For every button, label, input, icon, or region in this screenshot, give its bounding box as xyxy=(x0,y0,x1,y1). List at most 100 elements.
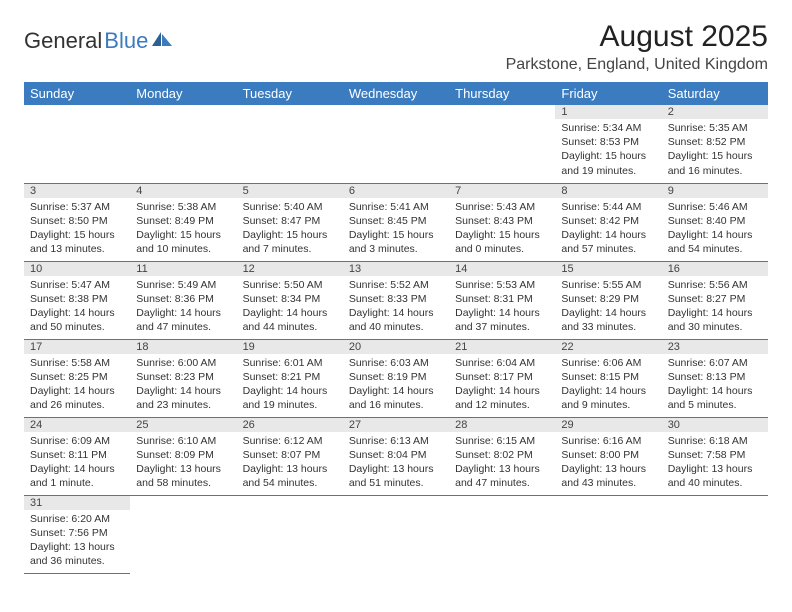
calendar-cell: 10Sunrise: 5:47 AMSunset: 8:38 PMDayligh… xyxy=(24,261,130,339)
day-details: Sunrise: 5:47 AMSunset: 8:38 PMDaylight:… xyxy=(24,276,130,339)
dow-header: Monday xyxy=(130,82,236,105)
day-number: 4 xyxy=(130,184,236,198)
day-details: Sunrise: 5:53 AMSunset: 8:31 PMDaylight:… xyxy=(449,276,555,339)
day-number: 12 xyxy=(237,262,343,276)
day-details: Sunrise: 6:06 AMSunset: 8:15 PMDaylight:… xyxy=(555,354,661,417)
day-number: 31 xyxy=(24,496,130,510)
day-number: 9 xyxy=(662,184,768,198)
day-details: Sunrise: 6:12 AMSunset: 8:07 PMDaylight:… xyxy=(237,432,343,495)
day-number: 13 xyxy=(343,262,449,276)
calendar-cell: 2Sunrise: 5:35 AMSunset: 8:52 PMDaylight… xyxy=(662,105,768,183)
day-number: 21 xyxy=(449,340,555,354)
dow-header: Sunday xyxy=(24,82,130,105)
month-title: August 2025 xyxy=(506,20,768,54)
calendar-cell: 19Sunrise: 6:01 AMSunset: 8:21 PMDayligh… xyxy=(237,339,343,417)
calendar-cell: 27Sunrise: 6:13 AMSunset: 8:04 PMDayligh… xyxy=(343,417,449,495)
calendar-cell: 23Sunrise: 6:07 AMSunset: 8:13 PMDayligh… xyxy=(662,339,768,417)
day-number: 19 xyxy=(237,340,343,354)
calendar-cell: 24Sunrise: 6:09 AMSunset: 8:11 PMDayligh… xyxy=(24,417,130,495)
day-number: 2 xyxy=(662,105,768,119)
day-details: Sunrise: 6:18 AMSunset: 7:58 PMDaylight:… xyxy=(662,432,768,495)
calendar-cell: 7Sunrise: 5:43 AMSunset: 8:43 PMDaylight… xyxy=(449,183,555,261)
day-number: 7 xyxy=(449,184,555,198)
calendar-cell: 18Sunrise: 6:00 AMSunset: 8:23 PMDayligh… xyxy=(130,339,236,417)
calendar-cell xyxy=(449,495,555,573)
day-number: 30 xyxy=(662,418,768,432)
day-details: Sunrise: 6:16 AMSunset: 8:00 PMDaylight:… xyxy=(555,432,661,495)
dow-header: Thursday xyxy=(449,82,555,105)
day-details: Sunrise: 5:50 AMSunset: 8:34 PMDaylight:… xyxy=(237,276,343,339)
calendar-cell: 8Sunrise: 5:44 AMSunset: 8:42 PMDaylight… xyxy=(555,183,661,261)
calendar-cell: 13Sunrise: 5:52 AMSunset: 8:33 PMDayligh… xyxy=(343,261,449,339)
day-number: 28 xyxy=(449,418,555,432)
calendar-cell xyxy=(343,495,449,573)
calendar-cell: 3Sunrise: 5:37 AMSunset: 8:50 PMDaylight… xyxy=(24,183,130,261)
logo-text-1: General xyxy=(24,28,102,54)
dow-header: Saturday xyxy=(662,82,768,105)
day-details: Sunrise: 5:38 AMSunset: 8:49 PMDaylight:… xyxy=(130,198,236,261)
day-number: 22 xyxy=(555,340,661,354)
day-number: 16 xyxy=(662,262,768,276)
day-number: 29 xyxy=(555,418,661,432)
day-details: Sunrise: 5:35 AMSunset: 8:52 PMDaylight:… xyxy=(662,119,768,182)
calendar-cell xyxy=(130,495,236,573)
header: GeneralBlue August 2025 Parkstone, Engla… xyxy=(24,20,768,74)
day-details: Sunrise: 6:04 AMSunset: 8:17 PMDaylight:… xyxy=(449,354,555,417)
day-details: Sunrise: 5:40 AMSunset: 8:47 PMDaylight:… xyxy=(237,198,343,261)
day-number: 17 xyxy=(24,340,130,354)
calendar-cell: 31Sunrise: 6:20 AMSunset: 7:56 PMDayligh… xyxy=(24,495,130,573)
calendar-cell xyxy=(662,495,768,573)
calendar-cell: 30Sunrise: 6:18 AMSunset: 7:58 PMDayligh… xyxy=(662,417,768,495)
calendar-cell: 6Sunrise: 5:41 AMSunset: 8:45 PMDaylight… xyxy=(343,183,449,261)
calendar-week: 3Sunrise: 5:37 AMSunset: 8:50 PMDaylight… xyxy=(24,183,768,261)
calendar-cell xyxy=(24,105,130,183)
calendar-cell xyxy=(237,105,343,183)
day-details: Sunrise: 6:07 AMSunset: 8:13 PMDaylight:… xyxy=(662,354,768,417)
day-details: Sunrise: 6:20 AMSunset: 7:56 PMDaylight:… xyxy=(24,510,130,573)
calendar-cell: 11Sunrise: 5:49 AMSunset: 8:36 PMDayligh… xyxy=(130,261,236,339)
location: Parkstone, England, United Kingdom xyxy=(506,56,768,74)
day-details: Sunrise: 5:37 AMSunset: 8:50 PMDaylight:… xyxy=(24,198,130,261)
day-details: Sunrise: 5:41 AMSunset: 8:45 PMDaylight:… xyxy=(343,198,449,261)
calendar-cell: 25Sunrise: 6:10 AMSunset: 8:09 PMDayligh… xyxy=(130,417,236,495)
day-number: 1 xyxy=(555,105,661,119)
day-details: Sunrise: 6:01 AMSunset: 8:21 PMDaylight:… xyxy=(237,354,343,417)
logo-sail-icon xyxy=(152,32,174,53)
day-details: Sunrise: 6:10 AMSunset: 8:09 PMDaylight:… xyxy=(130,432,236,495)
day-details: Sunrise: 5:44 AMSunset: 8:42 PMDaylight:… xyxy=(555,198,661,261)
day-number: 26 xyxy=(237,418,343,432)
day-number: 10 xyxy=(24,262,130,276)
day-details: Sunrise: 5:56 AMSunset: 8:27 PMDaylight:… xyxy=(662,276,768,339)
day-number: 20 xyxy=(343,340,449,354)
calendar-cell: 16Sunrise: 5:56 AMSunset: 8:27 PMDayligh… xyxy=(662,261,768,339)
calendar-week: 31Sunrise: 6:20 AMSunset: 7:56 PMDayligh… xyxy=(24,495,768,573)
logo: GeneralBlue xyxy=(24,28,174,54)
dow-header: Wednesday xyxy=(343,82,449,105)
calendar-cell: 29Sunrise: 6:16 AMSunset: 8:00 PMDayligh… xyxy=(555,417,661,495)
day-number: 5 xyxy=(237,184,343,198)
day-details: Sunrise: 6:00 AMSunset: 8:23 PMDaylight:… xyxy=(130,354,236,417)
dow-header: Tuesday xyxy=(237,82,343,105)
day-details: Sunrise: 6:09 AMSunset: 8:11 PMDaylight:… xyxy=(24,432,130,495)
calendar-cell: 5Sunrise: 5:40 AMSunset: 8:47 PMDaylight… xyxy=(237,183,343,261)
day-details: Sunrise: 6:03 AMSunset: 8:19 PMDaylight:… xyxy=(343,354,449,417)
day-number: 23 xyxy=(662,340,768,354)
calendar-cell: 15Sunrise: 5:55 AMSunset: 8:29 PMDayligh… xyxy=(555,261,661,339)
calendar-week: 1Sunrise: 5:34 AMSunset: 8:53 PMDaylight… xyxy=(24,105,768,183)
logo-text-2: Blue xyxy=(104,28,148,54)
calendar-cell: 21Sunrise: 6:04 AMSunset: 8:17 PMDayligh… xyxy=(449,339,555,417)
calendar-cell: 17Sunrise: 5:58 AMSunset: 8:25 PMDayligh… xyxy=(24,339,130,417)
calendar-cell: 12Sunrise: 5:50 AMSunset: 8:34 PMDayligh… xyxy=(237,261,343,339)
day-number: 3 xyxy=(24,184,130,198)
calendar-cell: 28Sunrise: 6:15 AMSunset: 8:02 PMDayligh… xyxy=(449,417,555,495)
calendar-table: SundayMondayTuesdayWednesdayThursdayFrid… xyxy=(24,82,768,574)
calendar-cell: 26Sunrise: 6:12 AMSunset: 8:07 PMDayligh… xyxy=(237,417,343,495)
calendar-cell xyxy=(237,495,343,573)
day-details: Sunrise: 6:13 AMSunset: 8:04 PMDaylight:… xyxy=(343,432,449,495)
day-details: Sunrise: 5:46 AMSunset: 8:40 PMDaylight:… xyxy=(662,198,768,261)
day-number: 6 xyxy=(343,184,449,198)
calendar-cell: 20Sunrise: 6:03 AMSunset: 8:19 PMDayligh… xyxy=(343,339,449,417)
day-number: 8 xyxy=(555,184,661,198)
calendar-cell xyxy=(130,105,236,183)
calendar-body: 1Sunrise: 5:34 AMSunset: 8:53 PMDaylight… xyxy=(24,105,768,573)
